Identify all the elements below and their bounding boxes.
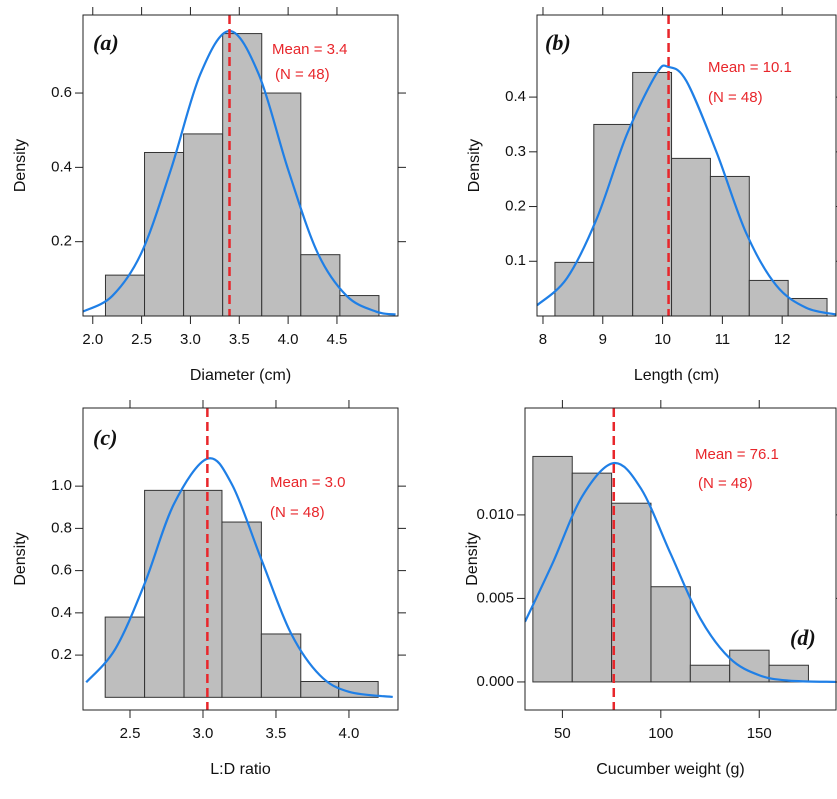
y-tick-label: 0.4 [505,88,526,105]
y-axis-label: Density [12,139,29,192]
x-tick-label: 8 [539,331,547,348]
panel-label: (c) [93,425,117,450]
mean-annotation: Mean = 10.1 [708,59,792,76]
x-tick-label: 50 [554,725,571,742]
density-curve [537,64,836,316]
x-tick-label: 100 [648,725,673,742]
y-tick-label: 0.000 [476,673,514,690]
n-annotation: (N = 48) [270,504,325,521]
bar [144,151,185,316]
x-axis-label: Length (cm) [634,367,719,384]
y-tick-label: 0.2 [505,198,526,215]
y-tick-label: 0.4 [51,604,72,621]
x-tick-label: 3.0 [193,725,214,742]
plot-frame [82,14,399,317]
x-tick-label: 4.0 [339,725,360,742]
panel: 50 100 150 0.000 0.005 0.010 Cucumber weight (… [464,400,837,778]
x-axis-label: Diameter (cm) [190,367,291,384]
bar [689,664,731,683]
y-tick-label: 1.0 [51,477,72,494]
density-curve [85,457,393,699]
x-axis-label: L:D ratio [210,761,271,778]
mean-annotation: Mean = 76.1 [695,446,779,463]
density-curve [525,462,836,684]
y-tick-label: 0.3 [505,143,526,160]
plot-area [85,408,393,710]
x-tick-label: 4.0 [278,331,299,348]
bar [144,489,185,698]
y-tick-label: 0.005 [476,589,514,606]
n-annotation: (N = 48) [708,89,763,106]
bar [183,489,223,698]
x-tick-label: 3.5 [229,331,250,348]
y-tick-label: 0.010 [476,506,514,523]
n-annotation: (N = 48) [275,66,330,83]
plot-area [525,408,836,710]
y-axis-label: Density [464,532,481,585]
panel: 8 9 10 11 12 0.1 0.2 0.3 0.4 Length (cm) Density (b… [466,7,837,384]
panel: 2.5 3.0 3.5 4.0 0.2 0.4 0.6 0.8 1.0 L:D ratio Dens… [12,400,406,778]
bar [221,521,262,698]
x-axis-label: Cucumber weight (g) [596,761,745,778]
y-axis-label: Density [12,532,29,585]
bar [611,502,652,683]
x-tick-label: 3.5 [266,725,287,742]
x-tick-label: 12 [774,331,791,348]
plot-frame [536,14,837,317]
panel-label: (d) [790,625,816,650]
y-tick-label: 0.4 [51,158,72,175]
bar [183,133,224,316]
plot-area [537,15,836,316]
plot-frame [524,407,837,711]
n-annotation: (N = 48) [698,475,753,492]
bar [571,472,613,683]
plot-area [83,15,396,316]
bar [709,175,750,316]
bar [300,680,340,698]
y-tick-label: 0.1 [505,252,526,269]
density-curve [83,29,396,316]
bar [260,633,302,698]
y-tick-label: 0.2 [51,646,72,663]
y-tick-label: 0.8 [51,519,72,536]
bar [671,157,711,316]
bar [632,71,673,316]
panel: 2.0 2.5 3.0 3.5 4.0 4.5 0.2 0.4 0.6 Diameter (cm)… [12,7,406,384]
mean-annotation: Mean = 3.4 [272,41,347,58]
bar [748,279,789,316]
y-tick-label: 0.6 [51,84,72,101]
bar [768,664,809,683]
plot-frame [82,407,399,711]
bar [554,261,595,316]
x-tick-label: 11 [715,331,731,348]
y-tick-label: 0.2 [51,233,72,250]
x-tick-label: 3.0 [180,331,201,348]
x-tick-label: 150 [747,725,772,742]
bar [532,455,573,683]
x-tick-label: 2.5 [131,331,152,348]
x-tick-label: 9 [599,331,607,348]
x-tick-label: 4.5 [327,331,348,348]
bar [650,586,691,683]
bar [300,254,341,316]
x-tick-label: 2.0 [82,331,103,348]
y-axis-label: Density [466,139,483,192]
panel-label: (a) [93,30,119,55]
x-tick-label: 2.5 [120,725,141,742]
mean-annotation: Mean = 3.0 [270,474,345,491]
panel-label: (b) [545,30,571,55]
x-tick-label: 10 [654,331,671,348]
bar [593,123,634,316]
y-tick-label: 0.6 [51,562,72,579]
bar [261,92,302,316]
